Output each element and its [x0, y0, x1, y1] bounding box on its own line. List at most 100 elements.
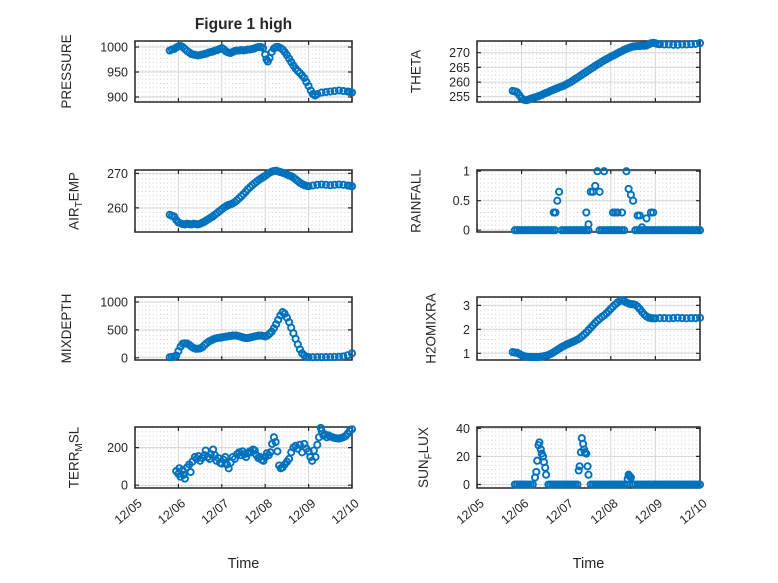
data-point — [691, 39, 700, 48]
plot-background — [135, 297, 352, 360]
data-point — [617, 208, 627, 217]
data-point — [655, 314, 664, 323]
x-tick-label-group: 12/08 — [588, 496, 621, 527]
data-point — [664, 314, 673, 323]
data-point — [583, 462, 592, 471]
data-point — [575, 462, 584, 471]
ylabel-part: EMP — [67, 172, 82, 201]
data-point — [330, 352, 339, 361]
data-point — [532, 467, 541, 476]
y-tick-label: 1000 — [100, 41, 128, 55]
data-point — [321, 87, 331, 97]
ylabel-part: TERR — [67, 451, 82, 488]
data-point — [635, 211, 644, 220]
data-point — [317, 353, 326, 362]
data-series — [165, 308, 357, 362]
data-point — [580, 448, 589, 457]
data-point — [591, 181, 600, 190]
data-point — [669, 314, 678, 323]
data-point — [347, 88, 357, 97]
data-point — [626, 473, 635, 482]
data-point — [651, 314, 660, 323]
data-point — [584, 220, 593, 229]
data-point — [637, 223, 647, 232]
data-point — [295, 440, 304, 449]
ylabel-part: T — [74, 201, 85, 207]
plot-frame — [134, 169, 353, 233]
data-point — [304, 353, 313, 362]
terr_msl-ylabel: TERRMSL — [67, 426, 86, 488]
data-point — [582, 449, 591, 458]
plot-frame — [476, 40, 701, 103]
plot-frame — [134, 296, 353, 361]
data-point — [528, 480, 537, 489]
y-tick-label: 265 — [449, 61, 470, 75]
data-point — [326, 181, 335, 190]
data-point — [649, 208, 658, 217]
x-tick-label-group: 12/06 — [498, 496, 531, 527]
data-point — [625, 472, 634, 481]
data-point — [620, 226, 629, 235]
data-point — [673, 40, 682, 49]
data-point — [613, 208, 622, 217]
ylabel-part: SL — [67, 426, 82, 443]
data-point — [595, 187, 604, 196]
data-point — [642, 214, 651, 223]
data-point — [682, 314, 691, 323]
theta-ylabel: THETA — [409, 50, 424, 93]
data-point — [179, 470, 188, 479]
y-tick-label: 255 — [449, 90, 470, 104]
data-point — [655, 40, 664, 49]
sun_flux-ylabel: SUNFLUX — [416, 427, 435, 488]
x-tick-label-group: 12/10 — [677, 496, 710, 527]
data-point — [326, 352, 335, 362]
h2omixra-ylabel: H2OMIXRA — [424, 293, 439, 364]
ylabel-part: H2OMIXRA — [424, 293, 439, 364]
data-point — [573, 480, 582, 489]
subplot-sun_flux: 0 20 40 SUNFLUX 12/05 12/06 12/07 12/08 12/09 12/… — [416, 422, 710, 527]
data-point — [664, 40, 673, 49]
subplot-mixdepth: 0 500 1000 MIXDEPTH — [59, 294, 357, 365]
data-point — [669, 40, 678, 49]
data-point — [317, 180, 326, 189]
data-point — [682, 40, 691, 49]
data-point — [673, 313, 682, 322]
data-point — [330, 86, 339, 96]
data-point — [600, 167, 609, 176]
x-axis-label-time: Time — [228, 556, 260, 572]
data-point — [553, 196, 562, 205]
major-grid — [135, 170, 352, 232]
x-tick-label-group: 12/05 — [454, 496, 487, 527]
data-point — [273, 447, 282, 456]
data-point — [186, 467, 195, 477]
x-tick-label: 12/08 — [242, 496, 275, 527]
major-grid — [135, 41, 352, 102]
x-tick-label-group: 12/07 — [543, 496, 576, 527]
data-point — [334, 352, 344, 361]
x-tick-label: 12/06 — [155, 496, 188, 527]
x-tick-label-group: 12/09 — [285, 496, 318, 527]
data-point — [574, 466, 583, 475]
y-tick-label: 260 — [449, 76, 470, 90]
data-point — [678, 40, 687, 49]
ylabel-part: RAINFALL — [409, 169, 424, 233]
y-tick-label: 950 — [107, 66, 128, 80]
x-tick-label-group: 12/07 — [199, 496, 232, 527]
data-point — [326, 87, 335, 96]
x-tick-label: 12/08 — [588, 496, 621, 527]
y-tick-label: 1000 — [100, 296, 128, 310]
data-point — [308, 181, 317, 190]
y-tick-label: 0 — [463, 478, 470, 492]
data-point — [313, 440, 322, 449]
data-point — [695, 480, 705, 489]
x-tick-label: 12/05 — [454, 496, 487, 527]
y-tick-label: 0.5 — [453, 194, 470, 208]
ylabel-part: SUN — [416, 459, 431, 488]
data-series — [165, 166, 357, 229]
major-grid — [477, 297, 700, 360]
pressure-ylabel: PRESSURE — [59, 34, 74, 108]
x-axis-label-time: Time — [573, 556, 605, 572]
x-tick-label-group: 12/08 — [242, 496, 275, 527]
x-tick-label: 12/09 — [632, 496, 665, 527]
data-point — [551, 208, 560, 217]
